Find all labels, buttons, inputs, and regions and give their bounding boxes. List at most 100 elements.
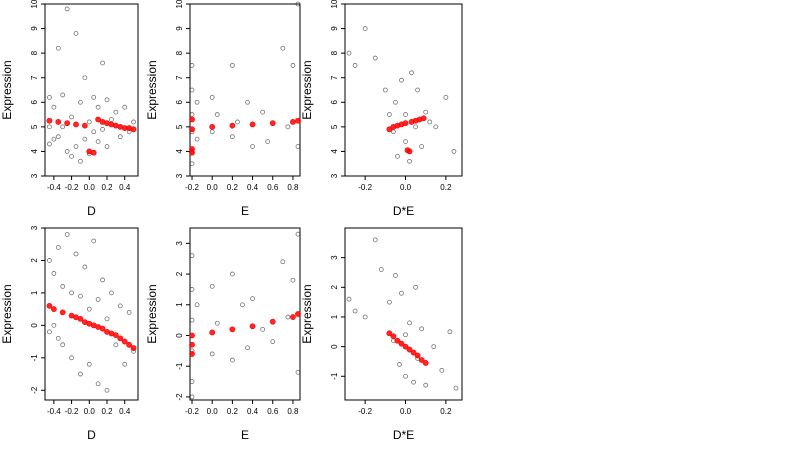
y-axis-label: Expression — [0, 60, 14, 119]
data-point — [86, 361, 92, 367]
data-point — [194, 99, 200, 105]
y-tick-label: 1 — [175, 302, 184, 307]
y-tick-label: 4 — [30, 149, 39, 154]
y-tick-label: 5 — [30, 124, 39, 129]
data-point — [69, 114, 74, 120]
fitted-point — [290, 314, 296, 320]
y-tick-label: -1 — [330, 372, 339, 380]
data-point — [386, 112, 392, 117]
x-tick-label: 0.4 — [119, 407, 131, 416]
data-point — [51, 271, 57, 276]
data-point — [64, 149, 70, 154]
y-tick-label: 2 — [330, 285, 339, 290]
y-tick-label: 9 — [30, 26, 39, 31]
data-point — [47, 94, 52, 100]
x-tick-label: 0.0 — [84, 183, 96, 192]
data-point — [47, 124, 52, 130]
data-point — [51, 322, 57, 328]
fitted-point — [390, 333, 397, 340]
data-point — [189, 161, 195, 167]
fitted-point — [130, 126, 137, 133]
data-point — [113, 109, 119, 115]
data-point — [100, 60, 105, 66]
data-point — [78, 99, 83, 105]
fitted-point — [55, 119, 62, 125]
y-tick-label: 2 — [30, 258, 39, 263]
data-point — [372, 237, 378, 243]
fitted-point — [269, 318, 276, 325]
x-tick-label: 0.6 — [267, 183, 279, 192]
fitted-point — [269, 120, 276, 127]
data-point — [280, 259, 286, 265]
data-point — [82, 75, 88, 81]
data-point — [64, 6, 70, 12]
data-point — [229, 357, 235, 363]
fitted-point — [410, 349, 417, 356]
data-point — [229, 63, 235, 68]
y-tick-label: 9 — [330, 26, 339, 31]
data-point — [265, 139, 271, 145]
fitted-point — [90, 149, 97, 156]
y-tick-label: 10 — [30, 0, 39, 8]
data-point — [73, 251, 79, 257]
data-point — [78, 371, 83, 377]
data-point — [69, 290, 74, 296]
data-point — [122, 361, 128, 367]
data-point — [352, 308, 358, 314]
y-tick-label: 8 — [330, 50, 339, 55]
data-point — [109, 117, 114, 122]
data-point — [290, 63, 296, 68]
x-axis-label: E — [241, 204, 249, 218]
y-tick-label: 9 — [175, 26, 184, 31]
x-tick-label: 0.0 — [207, 183, 219, 192]
y-axis-label: Expression — [145, 60, 159, 119]
data-point — [104, 144, 110, 149]
data-point — [126, 309, 132, 315]
data-point — [403, 373, 408, 379]
data-point — [443, 94, 449, 100]
data-point — [270, 339, 276, 345]
data-point — [55, 245, 61, 250]
panel-5: -2 -1 0 1 2 3 -0.2 0.0 0.2 0.4 0.6 0.8 E Expression — [145, 227, 301, 442]
y-tick-label: 6 — [175, 100, 184, 105]
data-point — [100, 277, 105, 283]
x-tick-label: -0.2 — [358, 183, 372, 192]
data-point — [189, 394, 195, 400]
fitted-point — [295, 311, 301, 317]
data-point — [104, 316, 110, 322]
data-point — [55, 134, 61, 140]
data-point — [427, 119, 433, 125]
fitted-point — [50, 306, 57, 313]
data-point — [229, 271, 235, 277]
data-point — [55, 45, 61, 51]
data-point — [346, 296, 352, 302]
data-point — [413, 284, 419, 290]
y-tick-label: 1 — [30, 290, 39, 295]
data-point — [189, 379, 195, 384]
fitted-point — [386, 330, 393, 337]
data-point — [372, 55, 378, 61]
data-point — [423, 382, 429, 388]
data-point — [382, 87, 388, 93]
data-point — [295, 231, 301, 237]
data-point — [346, 50, 352, 56]
fitted-point — [189, 351, 195, 357]
data-point — [95, 296, 101, 302]
fitted-point — [295, 117, 301, 124]
data-point — [73, 31, 79, 36]
x-tick-label: -0.4 — [47, 183, 61, 192]
data-point — [113, 342, 119, 348]
y-axis-label: Expression — [145, 284, 159, 343]
data-point — [362, 26, 368, 31]
y-tick-label: 0 — [175, 333, 184, 338]
plot-frame — [44, 3, 139, 177]
data-point — [91, 129, 97, 135]
fitted-point — [406, 148, 413, 155]
fitted-point — [394, 337, 401, 344]
y-tick-label: 8 — [175, 50, 184, 55]
y-tick-label: 6 — [30, 100, 39, 105]
data-point — [415, 87, 421, 93]
data-point — [189, 87, 195, 93]
data-point — [91, 94, 97, 100]
data-point — [189, 63, 195, 68]
